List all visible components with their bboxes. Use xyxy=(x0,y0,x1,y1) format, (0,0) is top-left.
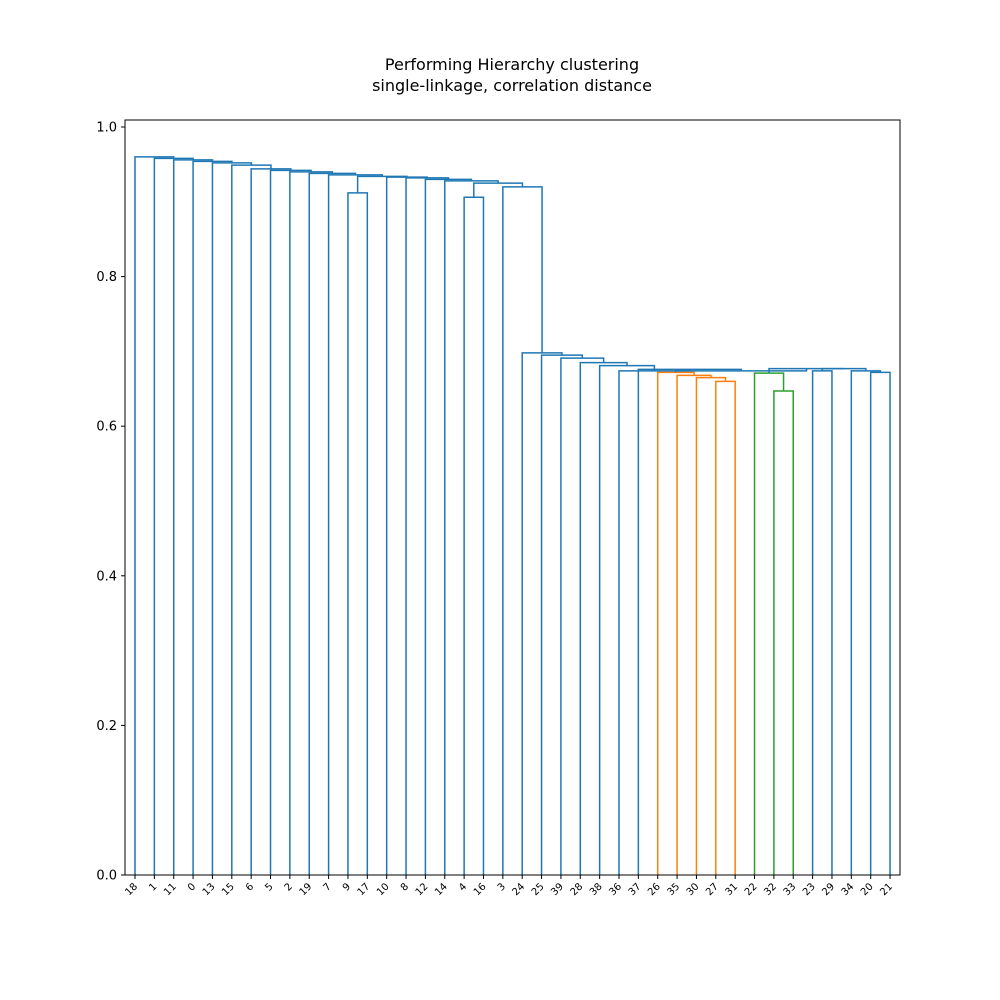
leaf-label: 38 xyxy=(588,881,605,898)
leaf-label: 18 xyxy=(123,881,140,898)
leaf-label: 11 xyxy=(162,881,179,898)
leaf-label: 26 xyxy=(646,881,663,898)
leaf-label: 9 xyxy=(341,881,353,893)
leaf-label: 28 xyxy=(569,881,586,898)
dendrogram-link xyxy=(385,176,428,875)
dendrogram-link xyxy=(356,175,408,193)
dendrogram-link xyxy=(540,354,584,875)
dendrogram-link xyxy=(444,180,499,875)
y-tick-label: 0.4 xyxy=(96,569,117,584)
leaf-label: 17 xyxy=(356,881,373,898)
dendrogram-links xyxy=(134,156,891,875)
y-tick-label: 0.6 xyxy=(96,420,117,435)
leaf-label: 35 xyxy=(665,881,682,898)
dendrogram-link xyxy=(753,372,785,875)
leaf-label: 27 xyxy=(704,881,721,898)
dendrogram-link xyxy=(676,374,712,875)
y-tick-label: 0.8 xyxy=(96,270,117,285)
dendrogram-link xyxy=(637,368,742,875)
dendrogram-link xyxy=(289,171,334,875)
leaf-label: 6 xyxy=(244,881,256,893)
dendrogram-link xyxy=(463,196,485,875)
leaf-label: 15 xyxy=(220,881,237,898)
leaf-label: 10 xyxy=(375,881,392,898)
leaf-label: 37 xyxy=(627,881,644,898)
x-axis: 18 1 11 0 13 15 6 5 2 19 7 9 17 10 8 12 14 4 16 3 24 25 39 28 38… xyxy=(123,875,895,898)
y-tick-label: 0.2 xyxy=(96,719,117,734)
leaf-label: 29 xyxy=(820,881,837,898)
y-tick-label: 1.0 xyxy=(96,121,117,136)
dendrogram-link xyxy=(715,380,736,875)
leaf-label: 5 xyxy=(263,881,275,893)
dendrogram-link xyxy=(850,370,882,875)
leaf-label: 13 xyxy=(201,881,218,898)
leaf-label: 0 xyxy=(186,881,198,893)
leaf-label: 39 xyxy=(549,881,566,898)
leaf-label: 16 xyxy=(472,881,489,898)
leaf-label: 23 xyxy=(801,881,818,898)
dendrogram-link xyxy=(269,169,312,875)
dendrogram-link xyxy=(473,182,524,198)
dendrogram-link xyxy=(405,177,450,875)
plot-area-frame xyxy=(124,119,901,876)
leaf-label: 2 xyxy=(283,881,295,893)
leaf-label: 7 xyxy=(321,881,333,893)
leaf-label: 8 xyxy=(399,881,411,893)
y-axis: 0.0 0.2 0.4 0.6 0.8 1.0 xyxy=(96,121,125,884)
leaf-label: 32 xyxy=(762,881,779,898)
leaf-label: 36 xyxy=(607,881,624,898)
leaf-label: 34 xyxy=(840,881,857,898)
leaf-label: 30 xyxy=(685,881,702,898)
dendrogram-link xyxy=(618,369,691,875)
leaf-label: 33 xyxy=(782,881,799,898)
dendrogram-link xyxy=(579,361,628,875)
dendrogram-link xyxy=(560,357,605,875)
leaf-label: 12 xyxy=(414,881,431,898)
leaf-label: 25 xyxy=(530,881,547,898)
leaf-label: 1 xyxy=(147,881,159,893)
leaf-label: 31 xyxy=(723,881,740,898)
dendrogram-link xyxy=(695,376,727,875)
leaf-label: 4 xyxy=(457,881,469,893)
leaf-label: 20 xyxy=(859,881,876,898)
chart-title-line-1: Performing Hierarchy clustering xyxy=(385,55,639,74)
dendrogram-link xyxy=(869,371,891,875)
dendrogram-link xyxy=(598,364,656,875)
dendrogram-link xyxy=(656,371,695,875)
dendrogram-link xyxy=(347,192,369,875)
leaf-label: 21 xyxy=(878,881,895,898)
y-tick-label: 0.0 xyxy=(96,869,117,884)
dendrogram-link xyxy=(773,390,794,875)
dendrogram-link xyxy=(811,370,833,875)
leaf-label: 14 xyxy=(433,881,450,898)
leaf-label: 19 xyxy=(298,881,315,898)
dendrogram-link xyxy=(134,156,175,875)
leaf-label: 3 xyxy=(496,881,508,893)
leaf-label: 22 xyxy=(743,881,760,898)
leaf-label: 24 xyxy=(511,881,528,898)
chart-title-line-2: single-linkage, correlation distance xyxy=(372,76,652,95)
dendrogram-link xyxy=(327,174,384,875)
